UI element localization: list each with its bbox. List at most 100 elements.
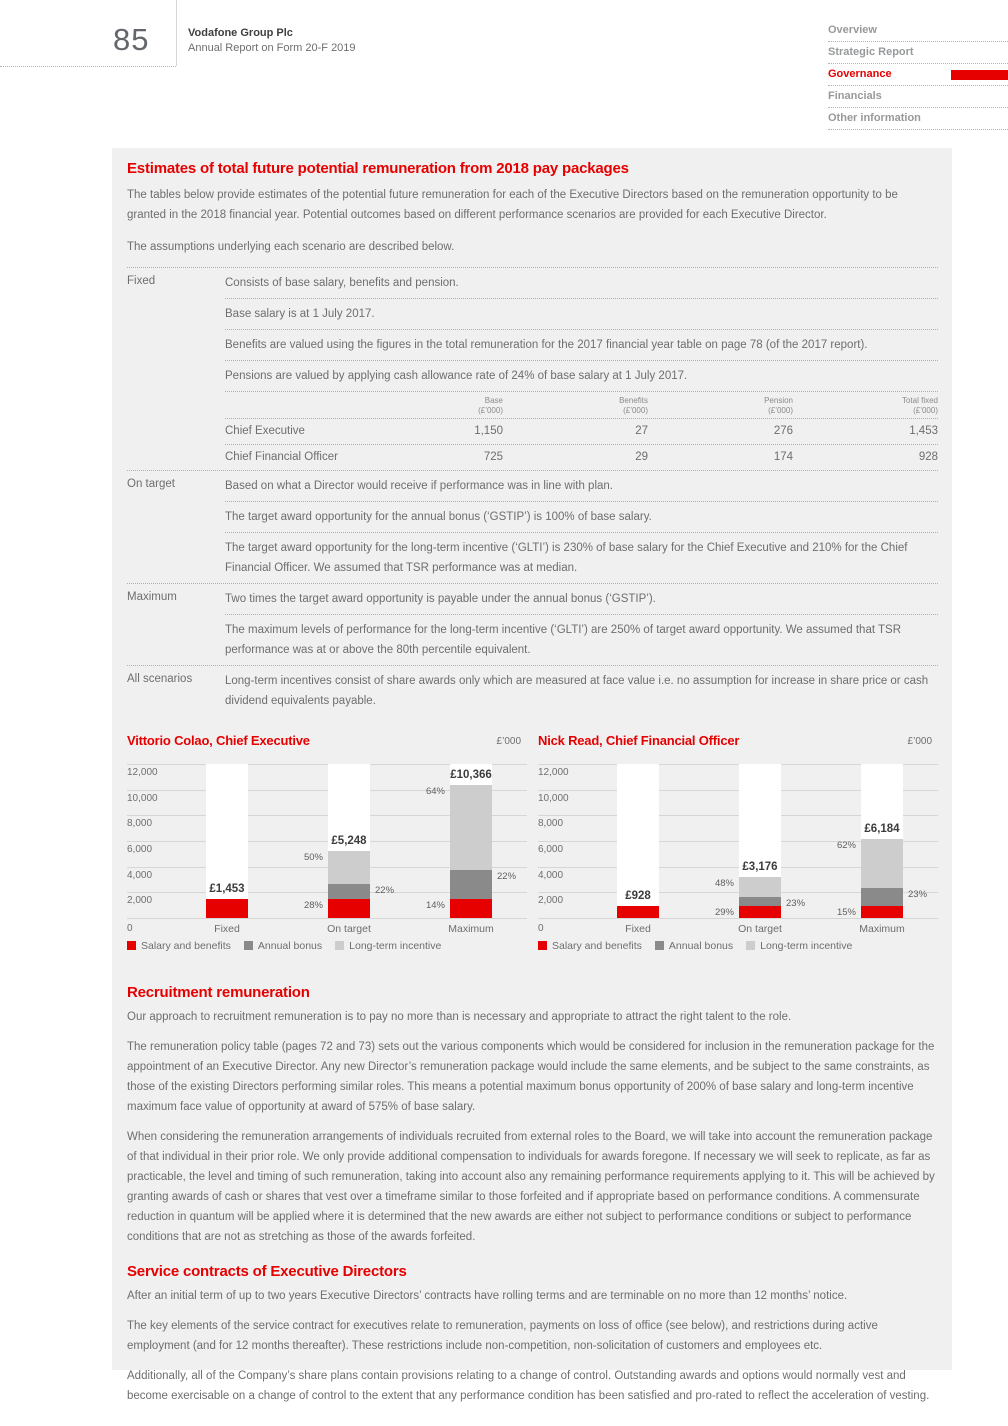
gridline — [127, 892, 527, 894]
bar-total-label: £928 — [625, 890, 651, 903]
section-heading: Recruitment remuneration — [127, 984, 310, 1001]
segment-percent-label: 62% — [836, 839, 856, 851]
nav-item-other-information[interactable]: Other information — [828, 108, 1008, 130]
section-recruitment-remuneration: Recruitment remuneration Our approach to… — [127, 984, 938, 1247]
nav-item-label: Governance — [828, 68, 892, 80]
company-block: Vodafone Group Plc Annual Report on Form… — [188, 27, 356, 54]
column-header-total-fixed: Total fixed (£’000) — [901, 396, 938, 415]
y-axis-zero-label: 0 — [538, 923, 544, 934]
scenario-row: Based on what a Director would receive i… — [225, 480, 613, 492]
gridline — [538, 892, 938, 894]
x-axis-category-label: On target — [738, 923, 782, 935]
x-axis-category-label: On target — [327, 923, 371, 935]
legend-swatch — [335, 941, 345, 950]
y-axis-tick-label: 4,000 — [127, 869, 153, 881]
gridline — [538, 789, 938, 791]
bar-segment — [861, 887, 903, 906]
bar-segment — [861, 838, 903, 888]
bar-backdrop-column — [206, 764, 248, 918]
scenario-row: Long-term incentives consist of share aw… — [225, 675, 929, 707]
legend-item: Annual bonus — [654, 940, 733, 952]
scenario-row: The maximum levels of performance for th… — [225, 614, 938, 665]
chart-title: Nick Read, Chief Financial Officer — [538, 733, 740, 748]
table-cell: 27 — [635, 425, 648, 437]
y-axis-tick-label: 12,000 — [538, 767, 569, 778]
scenario-label: All scenarios — [127, 673, 193, 685]
gridline — [127, 866, 527, 868]
bar-segment — [328, 850, 370, 885]
segment-percent-label: 15% — [836, 907, 856, 919]
scenario-on-target: On target Based on what a Director would… — [127, 470, 938, 583]
chart-vittorio-colao: Vittorio Colao, Chief Executive £’000 12,0… — [127, 730, 527, 954]
bar-total-label: £5,248 — [331, 834, 367, 847]
gridline — [538, 841, 938, 842]
active-section-marker — [951, 70, 1008, 80]
assumptions-table: Fixed Consists of base salary, benefits … — [127, 267, 938, 716]
bar-segment — [450, 870, 492, 900]
chart-legend: Salary and benefits Annual bonus Long-term… — [538, 940, 852, 952]
legend-item: Long-term incentive — [746, 940, 852, 952]
charts-row: Vittorio Colao, Chief Executive £’000 12,0… — [127, 730, 938, 954]
scenario-maximum: Maximum Two times the target award oppor… — [127, 583, 938, 665]
y-axis-tick-label: 8,000 — [127, 818, 153, 830]
table-cell: 1,150 — [474, 425, 503, 437]
segment-percent-label: 28% — [303, 900, 323, 912]
intro-paragraph: The tables below provide estimates of th… — [127, 189, 898, 221]
legend-item: Long-term incentive — [335, 940, 441, 952]
scenario-row: Pensions are valued by applying cash all… — [225, 360, 938, 391]
bar-segment — [450, 785, 492, 871]
gridline — [127, 764, 527, 765]
column-header-benefits: Benefits (£’000) — [619, 396, 648, 415]
header-divider — [176, 0, 177, 66]
paragraph: The remuneration policy table (pages 72 … — [127, 1041, 935, 1113]
legend-swatch — [654, 941, 664, 950]
bar-segment — [739, 906, 781, 918]
bar-segment — [617, 906, 659, 918]
scenario-row: Base salary is at 1 July 2017. — [225, 298, 938, 329]
y-axis-tick-label: 2,000 — [538, 895, 564, 907]
segment-percent-label: 50% — [303, 851, 323, 863]
chart-title: Vittorio Colao, Chief Executive — [127, 733, 310, 748]
column-header-base: Base (£’000) — [478, 396, 503, 415]
column-header-pension: Pension (£’000) — [764, 396, 793, 415]
fixed-remuneration-table: Base (£’000) Benefits (£’000) Pension (£’00… — [225, 391, 938, 470]
scenario-all-scenarios: All scenarios Long-term incentives consi… — [127, 665, 938, 716]
y-axis-zero-label: 0 — [127, 923, 133, 934]
report-title: Annual Report on Form 20-F 2019 — [188, 42, 356, 54]
scenario-row: Benefits are valued using the figures in… — [225, 329, 938, 360]
segment-percent-label: 29% — [714, 907, 734, 919]
gridline — [127, 918, 527, 919]
segment-percent-label: 23% — [786, 897, 806, 909]
nav-item-financials[interactable]: Financials — [828, 86, 1008, 108]
y-axis-tick-label: 2,000 — [127, 895, 153, 907]
section-service-contracts: Service contracts of Executive Directors… — [127, 1263, 938, 1406]
y-axis-tick-label: 6,000 — [127, 844, 153, 855]
nav-item-overview[interactable]: Overview — [828, 20, 1008, 42]
nav-item-strategic-report[interactable]: Strategic Report — [828, 42, 1008, 64]
paragraph: After an initial term of up to two years… — [127, 1290, 848, 1302]
legend-swatch — [243, 941, 253, 950]
bar-backdrop-column — [617, 764, 659, 918]
bar-segment — [861, 906, 903, 918]
section-heading: Service contracts of Executive Directors — [127, 1263, 407, 1280]
nav-item-governance[interactable]: Governance — [828, 64, 1008, 86]
segment-percent-label: 14% — [425, 900, 445, 912]
bar-segment — [739, 877, 781, 897]
x-axis-category-label: Maximum — [859, 923, 905, 935]
table-cell: 276 — [773, 425, 793, 437]
scenario-row: The target award opportunity for the ann… — [225, 501, 938, 532]
chart-unit-label: £’000 — [907, 736, 932, 747]
scenario-row: Consists of base salary, benefits and pe… — [225, 277, 459, 289]
x-axis-category-label: Fixed — [214, 923, 240, 935]
scenario-row: The target award opportunity for the lon… — [225, 532, 938, 583]
y-axis-tick-label: 8,000 — [538, 818, 564, 830]
table-cell: 725 — [483, 451, 503, 463]
x-axis-category-label: Maximum — [448, 923, 494, 935]
fixed-table-header: Base (£’000) Benefits (£’000) Pension (£’00… — [225, 391, 938, 418]
page-title: Estimates of total future potential remu… — [127, 160, 629, 177]
segment-percent-label: 22% — [375, 885, 395, 897]
segment-percent-label: 22% — [497, 871, 517, 883]
chart-nick-read: Nick Read, Chief Financial Officer £’000 1… — [538, 730, 938, 954]
gridline — [538, 866, 938, 868]
